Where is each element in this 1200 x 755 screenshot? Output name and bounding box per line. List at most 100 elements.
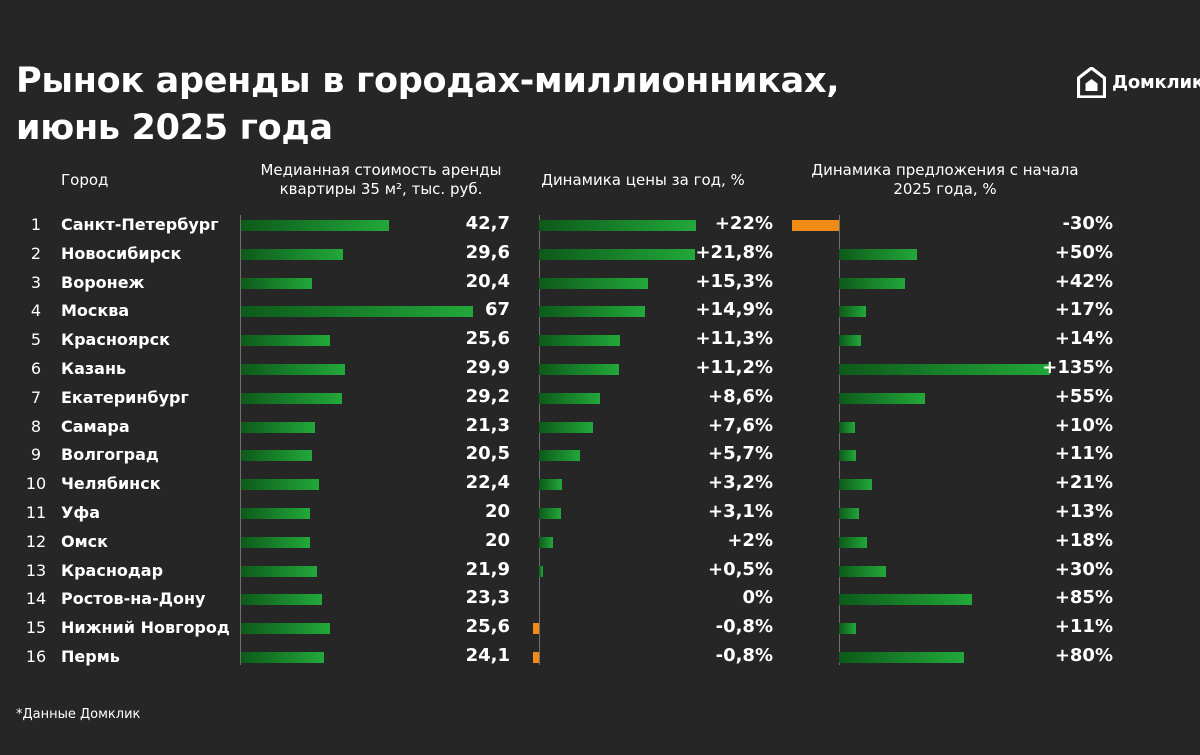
- price-bar: [539, 421, 594, 433]
- city-label: Ростов-на-Дону: [61, 589, 206, 609]
- rent-value: 21,3: [465, 414, 510, 436]
- supply-axis: [839, 215, 840, 665]
- header-supply: Динамика предложения с начала 2025 года,…: [811, 161, 1079, 198]
- price-bar: [533, 623, 539, 635]
- price-bar: [539, 508, 562, 519]
- header-city: Город: [61, 171, 109, 189]
- price-axis: [539, 215, 540, 665]
- rent-value: 29,6: [465, 241, 510, 263]
- supply-bar: [839, 277, 905, 289]
- city-label: Казань: [61, 359, 127, 378]
- rent-value: 22,4: [465, 472, 510, 494]
- supply-bar: [839, 652, 965, 663]
- chart-row: 6 Казань 29,9 +11,2% +135%: [0, 355, 1200, 383]
- price-bar: [539, 392, 601, 404]
- city-label: Москва: [61, 301, 130, 321]
- supply-value: +13%: [1054, 501, 1113, 522]
- rent-bar: [241, 479, 319, 491]
- supply-value: +11%: [1054, 616, 1113, 638]
- supply-value: +30%: [1054, 558, 1113, 580]
- rent-bar: [241, 306, 473, 318]
- supply-bar: [839, 335, 861, 347]
- price-bar: [539, 248, 695, 260]
- supply-bar: [792, 220, 839, 231]
- price-value: +11,2%: [695, 357, 773, 378]
- price-value: -0,8%: [715, 645, 773, 666]
- rank-label: 14: [25, 589, 47, 609]
- price-value: +0,5%: [707, 558, 773, 580]
- rent-bar: [241, 565, 317, 577]
- chart-row: 10 Челябинск 22,4 +3,2% +21%: [0, 470, 1200, 498]
- supply-bar: [839, 565, 886, 577]
- rank-label: 5: [30, 330, 42, 350]
- rank-label: 2: [30, 243, 42, 263]
- rent-bar: [241, 248, 344, 260]
- rank-label: 15: [25, 618, 47, 638]
- price-value: 0%: [742, 587, 773, 609]
- supply-value: +135%: [1042, 357, 1113, 378]
- rent-value: 20,5: [465, 443, 510, 465]
- city-label: Краснодар: [61, 560, 164, 580]
- supply-bar: [839, 594, 972, 606]
- rent-value: 25,6: [465, 328, 510, 350]
- supply-value: +18%: [1054, 529, 1113, 551]
- supply-bar: [839, 479, 872, 491]
- supply-bar: [839, 421, 855, 433]
- rank-label: 8: [30, 416, 42, 436]
- supply-value: +55%: [1054, 385, 1113, 407]
- price-bar: [539, 479, 562, 491]
- rent-bar: [241, 364, 345, 375]
- chart-row: 5 Красноярск 25,6 +11,3% +14%: [0, 326, 1200, 354]
- rent-bar: [241, 623, 330, 635]
- chart-row: 3 Воронеж 20,4 +15,3% +42%: [0, 269, 1200, 297]
- chart-row: 16 Пермь 24,1 -0,8% +80%: [0, 643, 1200, 671]
- rank-label: 11: [25, 503, 47, 522]
- supply-value: +10%: [1054, 414, 1113, 436]
- rent-bar: [241, 594, 322, 606]
- price-value: +3,2%: [707, 472, 773, 494]
- rent-value: 67: [484, 299, 510, 321]
- city-label: Новосибирск: [61, 243, 182, 263]
- city-label: Санкт-Петербург: [61, 215, 219, 234]
- rent-bar: [241, 508, 311, 519]
- rent-value: 42,7: [465, 213, 510, 234]
- price-value: +2%: [727, 529, 773, 551]
- price-bar: [539, 450, 580, 462]
- rent-bar: [241, 450, 312, 462]
- rank-label: 1: [30, 215, 42, 234]
- rent-bar: [241, 536, 311, 548]
- supply-value: +50%: [1054, 241, 1113, 263]
- price-value: +14,9%: [695, 299, 773, 321]
- supply-value: -30%: [1062, 213, 1113, 234]
- supply-value: +17%: [1054, 299, 1113, 321]
- city-label: Пермь: [61, 647, 120, 666]
- supply-bar: [839, 450, 857, 462]
- rent-axis: [240, 215, 241, 665]
- rank-label: 10: [25, 474, 47, 494]
- city-label: Омск: [61, 531, 109, 551]
- header-rent: Медианная стоимость аренды квартиры 35 м…: [260, 161, 502, 198]
- city-label: Воронеж: [61, 272, 145, 292]
- price-bar: [539, 565, 543, 577]
- rent-bar: [241, 277, 312, 289]
- price-value: +7,6%: [707, 414, 773, 436]
- price-value: +3,1%: [707, 501, 773, 522]
- rank-label: 13: [25, 560, 47, 580]
- supply-bar: [839, 306, 866, 318]
- rank-label: 4: [30, 301, 42, 321]
- rank-label: 3: [30, 272, 42, 292]
- chart-row: 11 Уфа 20 +3,1% +13%: [0, 499, 1200, 527]
- price-bar: [539, 277, 649, 289]
- supply-value: +85%: [1054, 587, 1113, 609]
- city-label: Екатеринбург: [61, 387, 189, 407]
- chart-row: 7 Екатеринбург 29,2 +8,6% +55%: [0, 384, 1200, 412]
- chart-row: 8 Самара 21,3 +7,6% +10%: [0, 413, 1200, 441]
- rank-label: 6: [30, 359, 42, 378]
- supply-value: +42%: [1054, 270, 1113, 292]
- rent-value: 29,9: [465, 357, 510, 378]
- price-bar: [539, 220, 696, 231]
- price-bar: [539, 335, 620, 347]
- supply-value: +11%: [1054, 443, 1113, 465]
- city-label: Красноярск: [61, 330, 170, 350]
- page-title: Рынок аренды в городах-миллионниках, июн…: [16, 58, 916, 152]
